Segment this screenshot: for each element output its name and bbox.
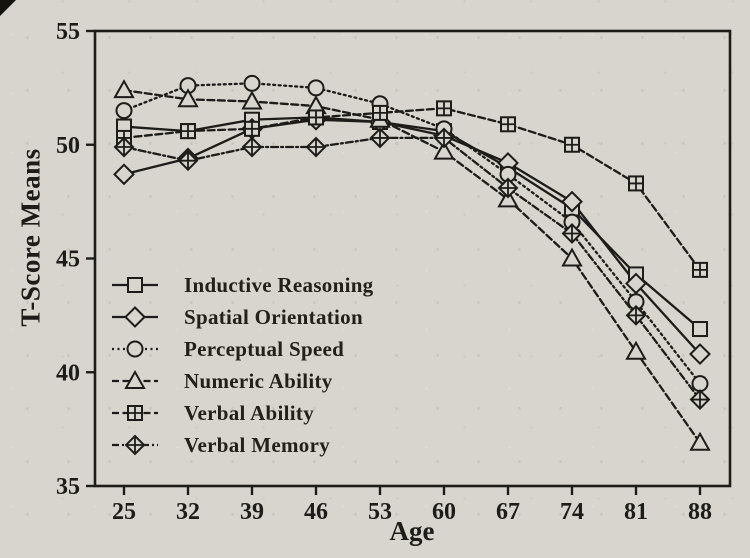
- square-cross-glyph: [127, 405, 143, 421]
- legend-label: Inductive Reasoning: [184, 272, 374, 297]
- x-tick-label: 46: [304, 499, 328, 525]
- triangle-marker-icon: [110, 370, 160, 392]
- point-verbal-memory-39: [241, 136, 263, 158]
- point-verbal-memory-88: [689, 389, 711, 410]
- series-line-spatial-orientation: [122, 118, 702, 356]
- series-line-verbal-ability: [122, 107, 702, 272]
- point-perceptual-speed-25: [115, 102, 133, 120]
- point-spatial-orientation-88: [689, 343, 711, 365]
- legend-item-inductive-reasoning: Inductive Reasoning: [110, 269, 373, 301]
- legend: Inductive Reasoning Spatial Orientation …: [110, 269, 373, 461]
- y-tick-label: 40: [56, 360, 80, 386]
- x-tick-label: 74: [560, 499, 584, 525]
- point-verbal-ability-67: [500, 116, 516, 133]
- triangle-glyph: [124, 370, 146, 389]
- x-tick-label: 32: [176, 499, 200, 525]
- y-tick-label: 45: [56, 247, 80, 273]
- x-axis-title: Age: [389, 516, 435, 546]
- y-axis-title: T-Score Means: [15, 148, 46, 327]
- y-tick-label: 55: [56, 19, 80, 45]
- square-marker-icon: [110, 274, 160, 296]
- legend-item-perceptual-speed: Perceptual Speed: [110, 333, 373, 365]
- point-spatial-orientation-25: [113, 163, 135, 186]
- point-verbal-ability-46: [308, 109, 324, 126]
- point-verbal-memory-67: [497, 177, 519, 199]
- point-spatial-orientation-81: [625, 272, 647, 295]
- diamond-glyph: [124, 306, 146, 328]
- point-verbal-ability-32: [180, 123, 196, 140]
- point-numeric-ability-88: [689, 431, 711, 451]
- legend-label: Verbal Memory: [184, 432, 330, 457]
- series-markers-verbal-memory: [113, 127, 711, 410]
- point-perceptual-speed-46: [307, 79, 325, 97]
- legend-label: Perceptual Speed: [184, 336, 345, 361]
- point-verbal-memory-25: [113, 136, 135, 158]
- y-tick-label: 50: [56, 133, 80, 159]
- x-tick-label: 81: [624, 499, 648, 525]
- point-verbal-ability-88: [692, 261, 708, 278]
- series-line-verbal-memory: [122, 136, 702, 401]
- point-verbal-memory-60: [433, 127, 455, 149]
- square-glyph: [127, 277, 143, 293]
- crossed-diamond-marker-icon: [110, 434, 160, 456]
- x-tick-label: 88: [688, 499, 712, 525]
- point-numeric-ability-74: [561, 247, 583, 267]
- point-spatial-orientation-74: [561, 190, 583, 213]
- y-tick-label: 35: [56, 474, 80, 500]
- legend-label: Numeric Ability: [184, 368, 333, 393]
- diamond-glyph: [124, 306, 146, 328]
- point-verbal-memory-81: [625, 304, 647, 326]
- point-verbal-memory-74: [561, 223, 583, 244]
- scan-artifact: [0, 0, 16, 16]
- x-tick-label: 60: [432, 499, 456, 525]
- point-verbal-ability-81: [628, 175, 644, 192]
- crossed-square-marker-icon: [110, 402, 160, 424]
- diamond-cross-glyph: [124, 434, 146, 456]
- legend-label: Spatial Orientation: [184, 304, 363, 329]
- diamond-cross-glyph: [124, 434, 146, 456]
- point-verbal-memory-32: [177, 150, 199, 172]
- point-perceptual-speed-88: [691, 375, 709, 393]
- triangle-glyph: [124, 370, 146, 389]
- diamond-marker-icon: [110, 306, 160, 328]
- point-verbal-ability-39: [244, 120, 260, 137]
- point-verbal-ability-53: [372, 104, 388, 121]
- x-tick-label: 53: [368, 499, 392, 525]
- point-verbal-ability-74: [564, 136, 580, 153]
- series-markers-numeric-ability: [113, 79, 711, 451]
- legend-item-verbal-memory: Verbal Memory: [110, 429, 373, 461]
- legend-item-spatial-orientation: Spatial Orientation: [110, 301, 373, 333]
- point-numeric-ability-32: [177, 88, 199, 108]
- circle-glyph: [126, 340, 144, 358]
- circle-glyph: [126, 340, 144, 358]
- x-tick-label: 25: [112, 499, 136, 525]
- point-verbal-ability-60: [436, 100, 452, 117]
- point-numeric-ability-39: [241, 90, 263, 110]
- square-glyph: [127, 277, 143, 293]
- x-tick-label: 67: [496, 499, 520, 525]
- point-verbal-memory-46: [305, 136, 327, 158]
- point-inductive-reasoning-88: [692, 321, 708, 338]
- x-tick-label: 39: [240, 499, 264, 525]
- series-line-perceptual-speed: [122, 82, 702, 385]
- legend-label: Verbal Ability: [184, 400, 315, 425]
- series-line-numeric-ability: [122, 89, 702, 444]
- point-numeric-ability-81: [625, 340, 647, 360]
- point-verbal-memory-53: [369, 127, 391, 149]
- point-perceptual-speed-39: [243, 74, 261, 92]
- square-cross-glyph: [127, 405, 143, 421]
- point-numeric-ability-60: [433, 140, 455, 160]
- legend-item-verbal-ability: Verbal Ability: [110, 397, 373, 429]
- circle-marker-icon: [110, 338, 160, 360]
- legend-item-numeric-ability: Numeric Ability: [110, 365, 373, 397]
- point-numeric-ability-25: [113, 79, 135, 99]
